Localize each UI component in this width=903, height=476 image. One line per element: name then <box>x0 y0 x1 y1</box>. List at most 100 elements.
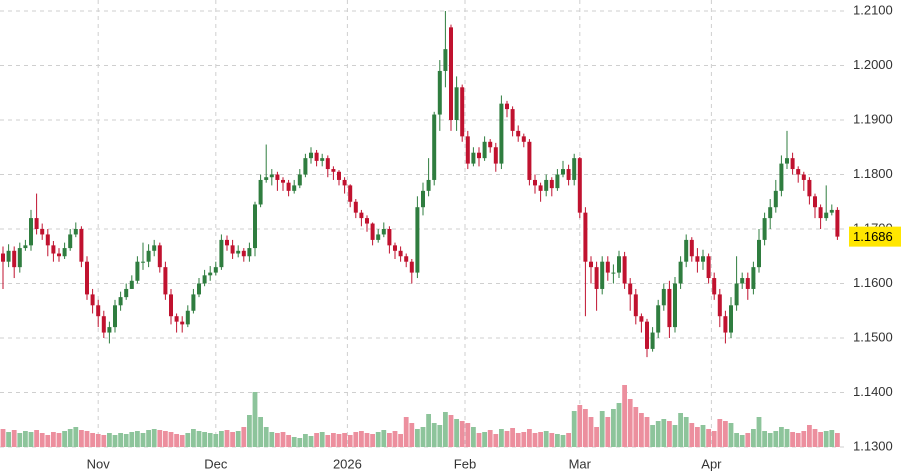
candle-body <box>493 147 498 164</box>
candle-body <box>583 212 588 262</box>
candle-body <box>460 87 465 137</box>
candle-body <box>835 209 840 237</box>
candle-body <box>135 261 140 281</box>
candle-body <box>309 152 313 159</box>
volume-bar <box>6 432 11 447</box>
volume-bar <box>818 432 823 447</box>
y-tick-label: 1.2100 <box>853 2 893 17</box>
candle-body <box>90 294 95 306</box>
candle-body <box>169 294 173 317</box>
candle-body <box>1 253 5 262</box>
volume-bar <box>191 429 196 447</box>
volume-bar <box>549 433 555 447</box>
candle-body <box>415 207 420 273</box>
volume-bar <box>672 425 678 447</box>
x-tick-label: Nov <box>87 456 111 471</box>
candle-body <box>790 158 795 170</box>
candle-body <box>757 239 761 268</box>
candle-body <box>253 204 257 249</box>
candle-body <box>801 174 806 180</box>
volume-bar <box>112 435 118 447</box>
volume-bar <box>140 433 146 447</box>
y-tick-label: 1.1600 <box>853 275 893 290</box>
candle-body <box>51 245 56 254</box>
volume-bar <box>650 425 655 447</box>
candle-body <box>695 256 700 262</box>
volume-bar <box>34 430 39 447</box>
volume-bar <box>252 392 258 447</box>
volume-bar <box>163 431 168 447</box>
y-tick-label: 1.1300 <box>853 438 893 453</box>
volume-bar <box>605 417 611 447</box>
candle-body <box>712 278 717 295</box>
candle-body <box>633 294 638 317</box>
candle-body <box>667 288 672 328</box>
volume-bar <box>123 434 129 447</box>
candle-body <box>320 158 325 161</box>
y-tick-label: 1.1900 <box>853 111 893 126</box>
candle-body <box>477 152 481 159</box>
volume-bar <box>0 429 6 447</box>
candle-body <box>113 305 117 328</box>
volume-bar <box>107 433 112 447</box>
volume-bar <box>499 429 504 447</box>
volume-bar <box>95 434 101 447</box>
volume-bar <box>538 432 543 447</box>
candle-body <box>191 294 196 311</box>
volume-bar <box>135 431 140 447</box>
y-tick-label: 1.1500 <box>853 329 893 344</box>
candle-body <box>745 278 750 289</box>
volume-bar <box>504 431 510 447</box>
volume-bar <box>11 430 17 447</box>
volume-bar <box>527 429 532 447</box>
volume-bar <box>230 432 235 447</box>
candle-body <box>331 169 336 172</box>
candle-body <box>85 261 89 295</box>
volume-bar <box>644 417 650 447</box>
candle-body <box>577 158 582 213</box>
volume-bar <box>454 419 459 447</box>
candle-body <box>236 250 241 254</box>
candle-body <box>656 305 661 333</box>
candle-body <box>208 272 213 276</box>
volume-bar <box>185 433 191 447</box>
candle-body <box>152 245 157 251</box>
candle-body <box>684 239 689 262</box>
volume-bar <box>717 419 723 447</box>
candle-body <box>449 27 453 121</box>
candle-body <box>622 256 627 284</box>
candle-body <box>45 234 50 246</box>
volume-bar <box>308 436 314 447</box>
volume-bar <box>420 427 426 447</box>
volume-bar <box>801 431 807 447</box>
volume-bar <box>174 434 179 447</box>
candle-body <box>101 316 106 333</box>
volume-bar <box>319 432 325 447</box>
volume-bar <box>297 438 303 447</box>
volume-bar <box>448 415 454 447</box>
candle-body <box>611 272 616 274</box>
candle-body <box>768 207 773 219</box>
candle-body <box>230 245 235 254</box>
candle-body <box>348 185 353 202</box>
candle-body <box>241 250 246 257</box>
candle-body <box>813 196 817 208</box>
last-price-tag <box>849 226 901 247</box>
volume-bar <box>303 434 308 447</box>
volume-bar <box>286 435 291 447</box>
volume-bar <box>331 433 336 447</box>
candle-body <box>516 130 521 137</box>
volume-bar <box>577 405 583 447</box>
volume-bar <box>482 432 487 447</box>
candle-body <box>146 250 151 262</box>
volume-bar <box>179 435 185 447</box>
volume-bar <box>280 432 286 447</box>
volume-bar <box>465 423 471 447</box>
candle-body <box>17 248 22 268</box>
candle-body <box>544 179 549 191</box>
candle-body <box>717 294 722 317</box>
volume-bar <box>823 431 829 447</box>
volume-bar <box>599 411 605 447</box>
volume-bar <box>762 431 767 447</box>
candle-body <box>213 267 218 273</box>
